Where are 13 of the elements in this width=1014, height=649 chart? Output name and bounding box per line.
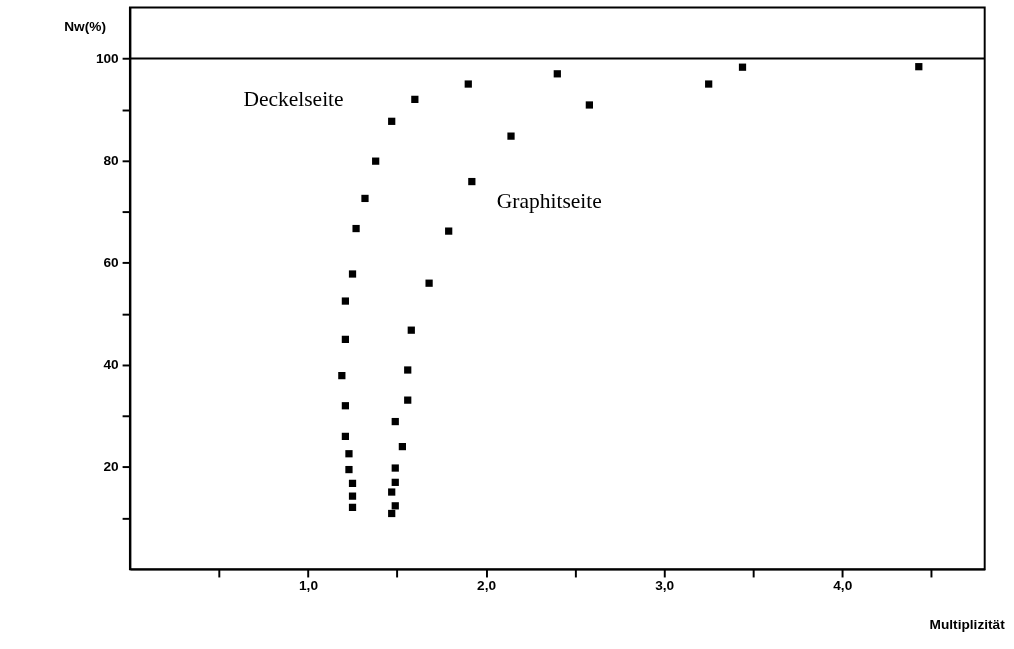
series-label: Graphitseite	[496, 189, 602, 214]
text: Deckelseite	[243, 87, 344, 112]
y-tick-label: 80	[103, 153, 120, 169]
y-tick-label: 60	[103, 255, 120, 271]
y-tick-label: 100	[95, 50, 120, 66]
x-tick-label: 3,0	[655, 578, 675, 594]
y-tick-label: 20	[103, 459, 120, 475]
y-tick-label: 40	[103, 357, 120, 373]
y-axis-title: Nw(%)	[64, 19, 106, 35]
x-tick-label: 2,0	[477, 578, 497, 594]
x-axis-title: Multiplizität	[929, 617, 1006, 633]
x-tick-label: 1,0	[299, 578, 319, 594]
x-tick-label: 4,0	[833, 578, 853, 594]
